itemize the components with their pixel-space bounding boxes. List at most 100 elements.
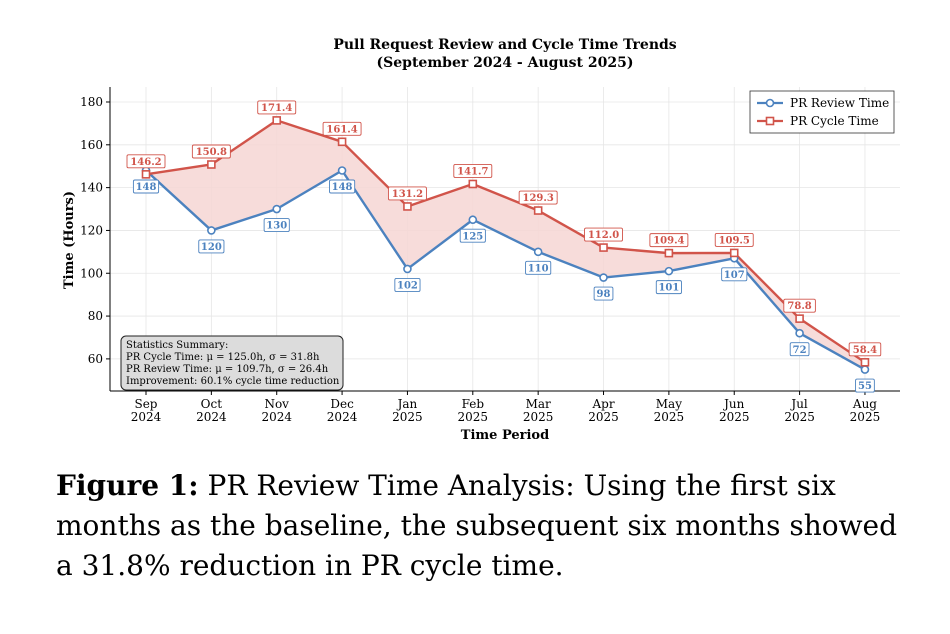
x-tick-label-month: Mar [526,397,551,411]
x-tick-label-year: 2024 [196,410,227,424]
x-tick-label-year: 2025 [458,410,489,424]
review-data-label: 110 [528,263,549,274]
x-tick-label-month: Feb [462,397,485,411]
review-point [468,215,478,225]
cycle-data-label: 78.8 [787,301,811,312]
x-tick-label-month: Apr [591,397,614,411]
cycle-data-label-box [387,186,427,201]
cycle-data-label: 129.3 [522,193,553,204]
review-point [664,266,674,276]
y-tick-label: 160 [80,138,103,152]
cycle-data-label-box [191,144,231,159]
x-tick-label-year: 2025 [392,410,423,424]
review-data-label: 107 [724,270,745,281]
cycle-data-label-box [649,233,689,248]
cycle-data-label-box [518,190,558,205]
cycle-data-label: 171.4 [261,103,292,114]
review-point [533,247,543,257]
x-axis-label: Time Period [461,428,549,443]
x-tick-label-month: May [656,397,682,411]
cycle-point [533,206,543,215]
review-data-label-box [721,267,748,282]
cycle-point [141,170,151,179]
review-data-label: 55 [858,381,872,392]
cycle-point [468,179,478,189]
chart-subtitle: (September 2024 - August 2025) [377,55,634,71]
review-point [860,365,870,374]
review-point [599,273,608,282]
stats-line-improvement: Improvement: 60.1% cycle time reduction [126,376,340,387]
x-tick-label-year: 2024 [327,410,358,424]
cycle-point [860,358,870,367]
review-point [403,264,412,274]
y-tick-label: 140 [80,181,103,195]
cycle-data-label: 109.4 [653,236,684,247]
y-tick-label: 80 [88,309,103,323]
review-data-label-box [394,278,421,292]
y-tick-label: 100 [80,266,103,280]
x-tick-label-month: Sep [134,397,157,411]
legend-marker-cycle [765,116,775,126]
x-tick-label-year: 2024 [131,410,162,424]
caption-label: Figure 1: [56,469,199,502]
cycle-point [403,202,412,211]
x-tick-label-year: 2025 [588,410,619,424]
cycle-data-label: 112.0 [588,230,619,241]
cycle-data-label-box [322,121,362,136]
x-tick-label-month: Jan [396,397,418,411]
review-data-label-box [459,228,486,243]
cycle-data-label-box [584,227,623,242]
review-point [337,166,347,175]
review-data-label-box [132,179,160,194]
cycle-point [207,160,216,169]
review-data-label-box [593,286,614,301]
statistics-box-background [120,335,344,391]
cycle-data-label-box [257,100,297,115]
cycle-data-label-box [453,164,493,178]
x-tick-label-month: Aug [852,397,877,411]
review-data-label: 98 [597,289,611,300]
cycle-point [795,314,804,323]
y-tick-label: 120 [80,223,103,237]
cycle-point [664,248,674,258]
chart-title: Pull Request Review and Cycle Time Trend… [333,37,676,53]
x-tick-label-year: 2025 [850,410,881,424]
review-data-label: 72 [793,345,807,356]
cycle-data-label-box [714,232,754,247]
review-point [795,328,804,338]
cycle-data-label: 161.4 [326,124,357,135]
x-tick-label-year: 2025 [523,410,554,424]
review-data-label: 101 [658,283,679,294]
legend: PR Review Time PR Cycle Time [749,90,895,134]
review-data-label: 102 [397,281,418,292]
cycle-data-label: 58.4 [853,345,877,356]
cycle-data-label: 150.8 [196,147,227,158]
cycle-point [337,137,347,147]
review-data-label-box [198,239,225,254]
x-tick-label-year: 2025 [719,410,750,424]
review-data-label: 125 [462,231,483,242]
caption-text: PR Review Time Analysis: Using the first… [56,469,898,582]
legend-label-cycle: PR Cycle Time [790,114,879,128]
x-tick-label-month: Oct [201,397,223,411]
x-tick-label-year: 2024 [261,410,292,424]
stats-line-heading: Statistics Summary: [126,340,228,351]
review-data-label: 148 [332,182,353,193]
line-chart: 6080100120140160180Sep2024Oct2024Nov2024… [62,37,900,443]
cycle-data-label-box [848,342,882,357]
review-data-label-box [263,218,290,232]
difference-fill-area [146,120,865,370]
cycle-data-label: 146.2 [130,157,161,168]
x-tick-label-month: Jul [789,397,808,411]
review-data-label: 130 [266,221,287,232]
cycle-data-label: 109.5 [719,236,750,247]
review-data-label-box [855,378,875,393]
statistics-summary-box: Statistics Summary: PR Cycle Time: μ = 1… [120,335,344,391]
x-tick-label-month: Jun [722,397,745,411]
review-data-label-box [789,342,810,357]
legend-marker-review [765,98,775,108]
cycle-point [599,243,608,252]
review-data-label-box [655,280,682,295]
cycle-series-line [145,119,866,364]
